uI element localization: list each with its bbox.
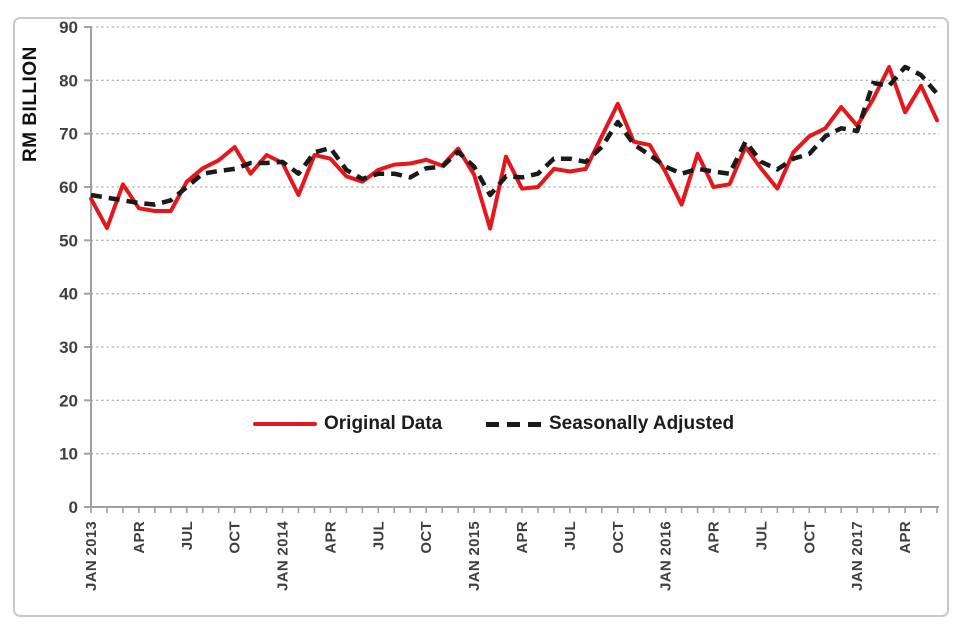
- x-tick-label: JAN 2013: [83, 521, 100, 591]
- y-tick-label: 70: [59, 125, 78, 144]
- dashed-line-swatch-icon: [486, 421, 542, 427]
- legend-item-original-data: Original Data: [253, 412, 442, 436]
- x-tick-label: APR: [322, 521, 339, 554]
- x-tick-label: JAN 2017: [849, 521, 866, 591]
- y-tick-label: 40: [59, 285, 78, 304]
- y-tick-label: 80: [59, 71, 78, 90]
- y-tick-label: 90: [59, 18, 78, 37]
- legend-item-seasonally-adjusted: Seasonally Adjusted: [486, 412, 734, 436]
- series-line-seasonally-adjusted: [90, 64, 939, 207]
- x-tick-label: JUL: [179, 521, 196, 550]
- x-tick-label: OCT: [227, 521, 244, 554]
- y-tick-label: 30: [59, 338, 78, 357]
- x-tick-label: OCT: [418, 521, 435, 554]
- y-tick-label: 0: [69, 498, 78, 517]
- y-tick-label: 10: [59, 445, 78, 464]
- x-tick-label: JAN 2014: [275, 521, 292, 591]
- y-tick-label: 20: [59, 391, 78, 410]
- legend-label-original-data: Original Data: [324, 413, 443, 434]
- y-tick-label: 50: [59, 231, 78, 250]
- x-tick-label: APR: [897, 521, 914, 554]
- y-tick-label: 60: [59, 178, 78, 197]
- x-tick-label: JUL: [753, 521, 770, 550]
- x-tick-label: JAN 2015: [466, 521, 483, 591]
- chart-outer-frame: [13, 17, 949, 617]
- x-tick-label: APR: [514, 521, 531, 554]
- x-tick-label: OCT: [801, 521, 818, 554]
- x-tick-label: OCT: [610, 521, 627, 554]
- x-tick-label: JUL: [370, 521, 387, 550]
- series-line-original-data: [89, 65, 939, 231]
- x-tick-label: APR: [131, 521, 148, 554]
- x-tick-label: JAN 2016: [658, 521, 675, 591]
- solid-line-swatch-icon: [253, 422, 317, 426]
- x-tick-label: APR: [706, 521, 723, 554]
- x-tick-label: JUL: [562, 521, 579, 550]
- y-axis-title: RM BILLION: [20, 46, 41, 162]
- legend-label-seasonally-adjusted: Seasonally Adjusted: [549, 413, 735, 434]
